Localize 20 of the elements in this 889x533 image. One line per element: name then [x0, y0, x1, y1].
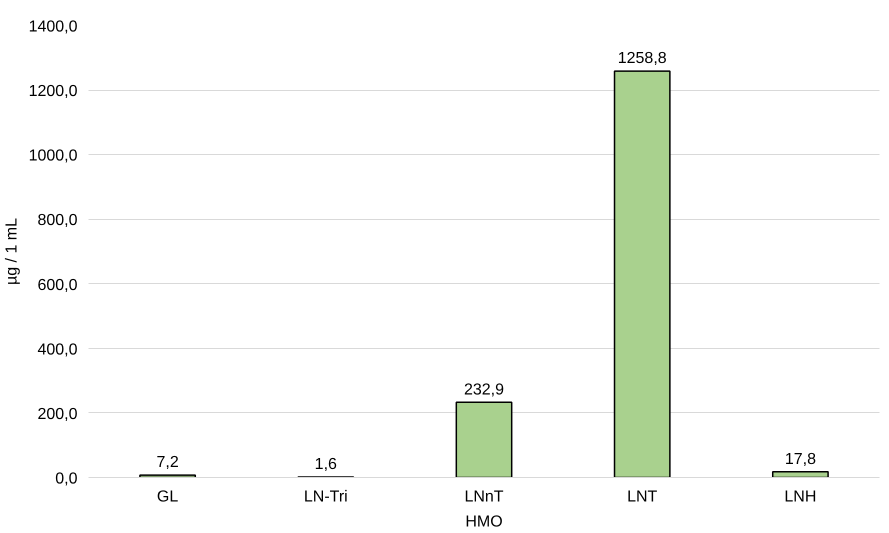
y-tick-label: 0,0	[55, 470, 78, 488]
y-tick-label: 600,0	[37, 276, 78, 294]
data-label: 232,9	[464, 381, 504, 398]
y-tick-label: 1200,0	[28, 83, 78, 100]
y-tick-label: 1400,0	[28, 18, 78, 36]
data-label: 1,6	[314, 456, 338, 473]
data-label: 17,8	[784, 450, 816, 468]
data-label: 7,2	[156, 454, 179, 472]
data-label: 1258,8	[618, 50, 667, 68]
x-tick-label: GL	[156, 488, 178, 506]
y-tick-label: 400,0	[37, 341, 78, 358]
y-tick-label: 1000,0	[28, 148, 78, 165]
y-tick-label: 800,0	[37, 212, 78, 230]
x-axis-title: HMO	[465, 514, 503, 530]
x-tick-label: LNH	[784, 488, 816, 506]
x-tick-label: LN-Tri	[304, 488, 348, 506]
y-axis-title: µg / 1 mL	[4, 218, 21, 286]
y-tick-label: 200,0	[37, 406, 78, 423]
x-tick-label: LNT	[627, 488, 658, 506]
x-tick-label: LNnT	[464, 488, 504, 506]
